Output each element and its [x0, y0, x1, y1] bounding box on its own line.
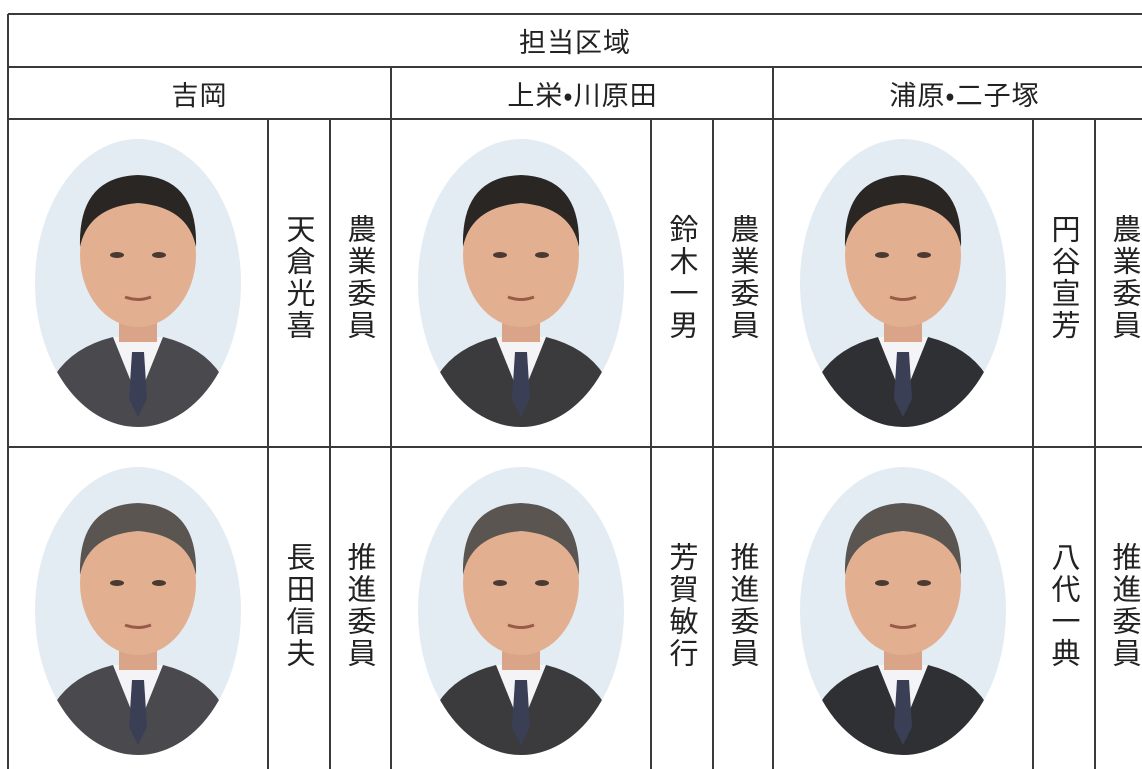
member-role: 農業委員 [726, 214, 760, 342]
member-name: 鈴木一男 [665, 214, 699, 342]
portrait [416, 137, 626, 429]
area-name: 上栄・川原田 [507, 80, 658, 112]
portrait [416, 465, 626, 757]
rule [8, 446, 1142, 448]
member-role: 推進委員 [726, 542, 760, 670]
portrait-photo [35, 139, 241, 427]
member-name: 芳賀敏行 [665, 542, 699, 670]
rule [7, 67, 9, 769]
portrait-photo [418, 139, 624, 427]
rule [8, 13, 1142, 15]
portrait-photo [35, 467, 241, 755]
rule [329, 119, 331, 769]
rule [8, 118, 1142, 120]
member-role: 推進委員 [1108, 542, 1142, 670]
member-role: 農業委員 [1108, 214, 1142, 342]
portrait-photo [800, 139, 1006, 427]
portrait [33, 465, 243, 757]
rule [1094, 119, 1096, 769]
portrait [33, 137, 243, 429]
member-name: 八代一典 [1047, 542, 1081, 670]
member-role: 農業委員 [343, 214, 377, 342]
member-name: 天倉光喜 [282, 214, 316, 342]
rule [8, 66, 1142, 68]
portrait [798, 465, 1008, 757]
member-role: 推進委員 [343, 542, 377, 670]
rule [650, 119, 652, 769]
member-name: 円谷宣芳 [1047, 214, 1081, 342]
member-name: 長田信夫 [282, 542, 316, 670]
rule [772, 67, 774, 769]
area-name: 浦原・二子塚 [889, 80, 1040, 112]
portrait-photo [418, 467, 624, 755]
portrait-photo [800, 467, 1006, 755]
rule [1032, 119, 1034, 769]
rule [390, 67, 392, 769]
rule [712, 119, 714, 769]
portrait [798, 137, 1008, 429]
rule [267, 119, 269, 769]
table-title: 担当区域 [519, 28, 631, 59]
area-name: 吉岡 [171, 80, 228, 112]
